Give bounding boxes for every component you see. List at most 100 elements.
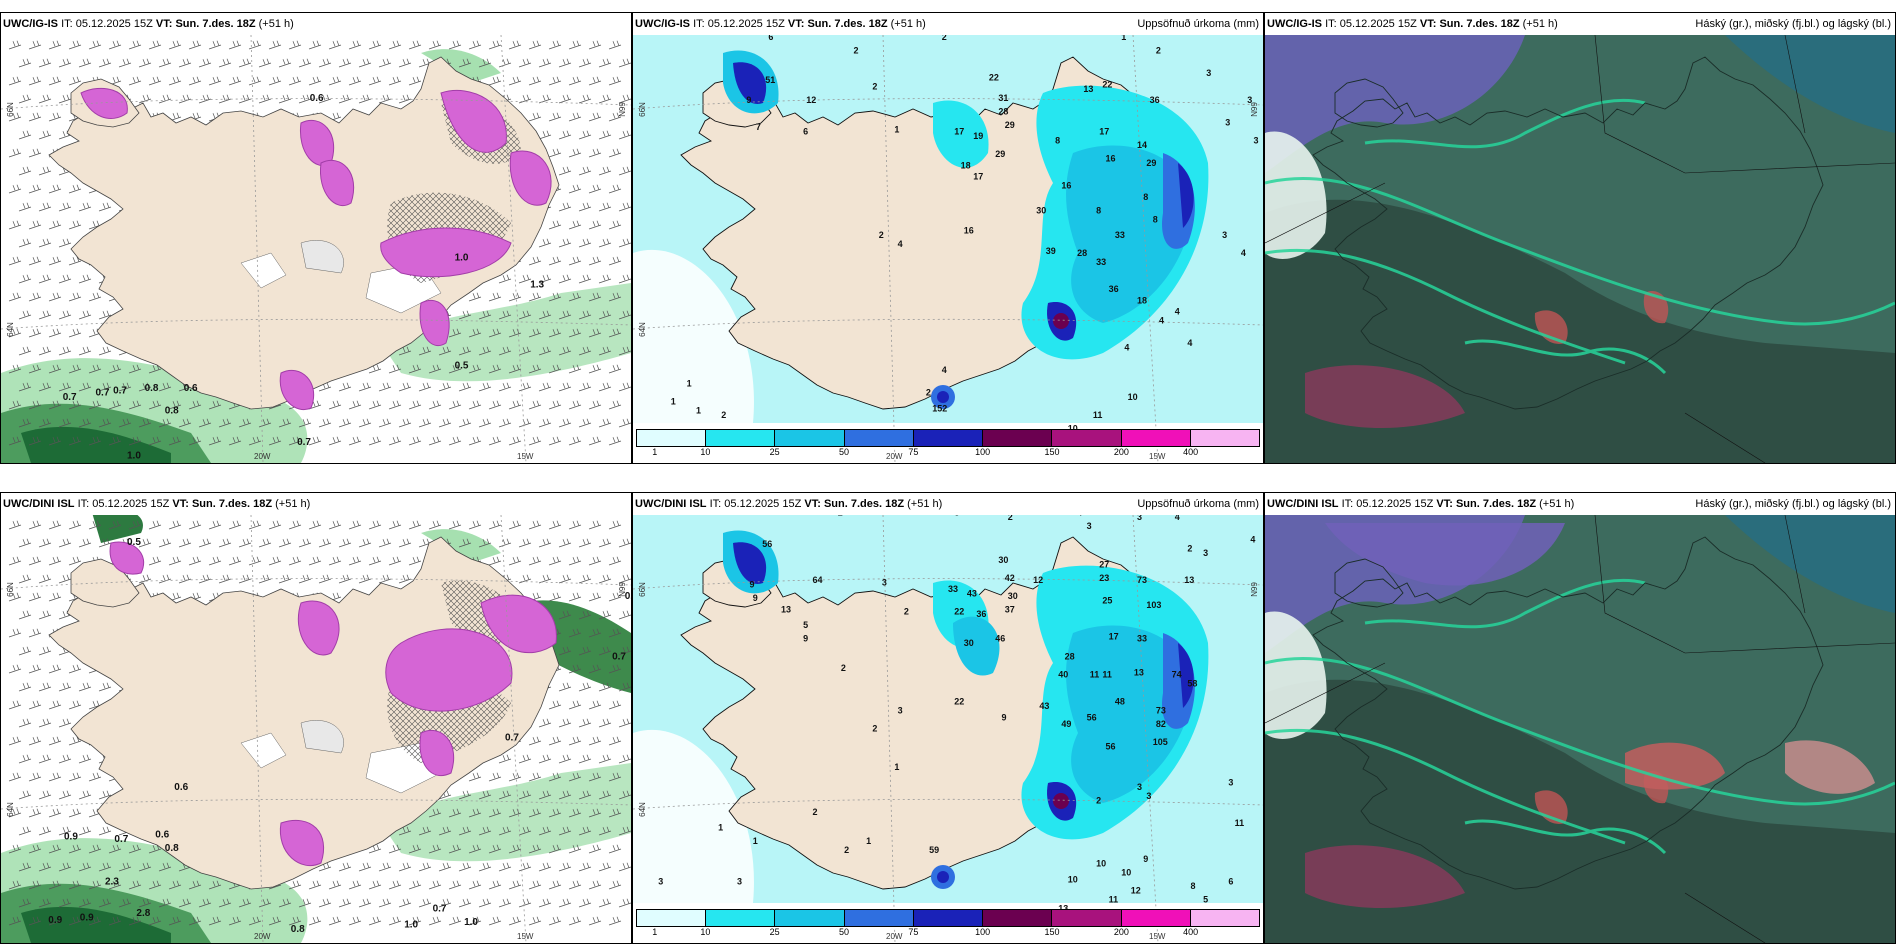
- wind-barb: [528, 880, 542, 890]
- snow-precip-map: 0.9 0.7 0.6 0.8 0.9 0.9 2.3 2.8 0.8 1.0 0.7 1.0 0.5 0…: [1, 493, 631, 943]
- wind-barb: [448, 808, 462, 818]
- wind-barb: [158, 862, 172, 872]
- panel-field-title: Háský (gr.), miðský (fj.bl.) og lágský (…: [1695, 18, 1891, 30]
- value-label: 1: [894, 124, 899, 134]
- wind-barb: [608, 556, 622, 566]
- wind-barb: [78, 826, 92, 836]
- wind-barb: [508, 556, 522, 566]
- scale-swatch: [844, 430, 914, 446]
- wind-barb: [578, 382, 592, 392]
- iceland-coastline: [1312, 536, 1824, 890]
- value-label: 0.7: [114, 834, 128, 845]
- wind-barb: [518, 94, 532, 104]
- scale-tick-label: 100: [975, 447, 991, 457]
- wind-barb: [598, 754, 612, 764]
- wind-barb: [8, 592, 22, 602]
- wind-barb: [408, 76, 422, 86]
- wind-barb: [518, 790, 532, 800]
- wind-barb: [8, 256, 22, 266]
- scale-tick-label: 150: [1044, 927, 1060, 937]
- meridian-line: [1132, 34, 1159, 463]
- wind-barb: [478, 418, 492, 428]
- wind-barb: [108, 844, 122, 854]
- wind-barb: [608, 292, 622, 302]
- wind-barb: [308, 916, 322, 926]
- wind-barb: [608, 592, 622, 602]
- wind-barb: [88, 400, 102, 410]
- wind-barb: [478, 382, 492, 392]
- value-label: 9: [753, 593, 758, 603]
- contour-line: [1265, 728, 1626, 845]
- wind-barb: [48, 292, 62, 302]
- wind-barb: [588, 880, 602, 890]
- value-label: 7: [756, 122, 761, 132]
- wind-barb: [88, 292, 102, 302]
- wind-barb: [8, 628, 22, 638]
- value-label: 0.6: [155, 829, 169, 840]
- wind-barb: [558, 382, 572, 392]
- value-label: 2: [813, 807, 818, 817]
- lat-label-66n: 66N: [637, 102, 647, 117]
- wind-barb: [538, 538, 552, 548]
- wind-barb: [518, 754, 532, 764]
- wind-barb: [218, 538, 232, 548]
- wind-barb: [8, 220, 22, 230]
- wind-barb: [568, 916, 582, 926]
- scale-tick-label: 200: [1113, 447, 1129, 457]
- wind-barb: [488, 916, 502, 926]
- scale-tick-label: 75: [908, 447, 919, 457]
- wind-barb: [68, 292, 82, 302]
- wind-barb: [98, 898, 112, 908]
- scale-swatch: [1052, 910, 1122, 926]
- value-label: 11: [1109, 895, 1119, 905]
- wind-barb: [608, 700, 622, 710]
- wind-barb: [68, 328, 82, 338]
- wind-barb: [158, 574, 172, 584]
- wind-barb: [488, 292, 502, 302]
- value-label: 2: [879, 230, 884, 240]
- wind-barb: [128, 844, 142, 854]
- wind-barb: [568, 148, 582, 158]
- scale-swatch: [983, 910, 1053, 926]
- lat-label-64n: 64N: [5, 322, 15, 337]
- wind-barb: [28, 76, 42, 86]
- wind-barb: [108, 880, 122, 890]
- value-label: 4: [1175, 307, 1180, 317]
- wind-barb: [318, 58, 332, 68]
- wind-barb: [108, 520, 122, 530]
- value-label: 1.0: [404, 919, 418, 930]
- wind-barb: [558, 310, 572, 320]
- wind-barb: [538, 418, 552, 428]
- wind-barb: [258, 418, 272, 428]
- wind-barb: [298, 418, 312, 428]
- scale-tick-label: 150: [1044, 447, 1060, 457]
- wind-barb: [128, 880, 142, 890]
- wind-barb: [468, 916, 482, 926]
- value-label: 30: [964, 638, 974, 648]
- graticule: [1, 514, 631, 943]
- wind-barb: [398, 58, 412, 68]
- wind-barb: [528, 844, 542, 854]
- parallel-line: [633, 578, 1263, 590]
- precip-75-100: [733, 62, 767, 104]
- value-label: 56: [762, 539, 772, 549]
- wind-barb: [338, 58, 352, 68]
- wind-barb: [128, 916, 142, 926]
- wind-barb: [88, 520, 102, 530]
- wind-barb: [538, 130, 552, 140]
- wind-barb: [508, 40, 522, 50]
- wind-barb: [618, 718, 631, 728]
- graticule: [633, 514, 1263, 943]
- wind-barb: [88, 844, 102, 854]
- wind-barb: [258, 94, 272, 104]
- high-cloud-area: [1325, 523, 1565, 586]
- wind-barb: [48, 844, 62, 854]
- wind-barb: [38, 202, 52, 212]
- snow-area: [385, 628, 513, 712]
- westfjords-coastline: [1334, 558, 1404, 608]
- wind-barb: [588, 148, 602, 158]
- wind-barb: [38, 646, 52, 656]
- value-label: 0.7: [612, 652, 626, 663]
- value-label: 17: [973, 172, 983, 182]
- wind-barb: [358, 898, 372, 908]
